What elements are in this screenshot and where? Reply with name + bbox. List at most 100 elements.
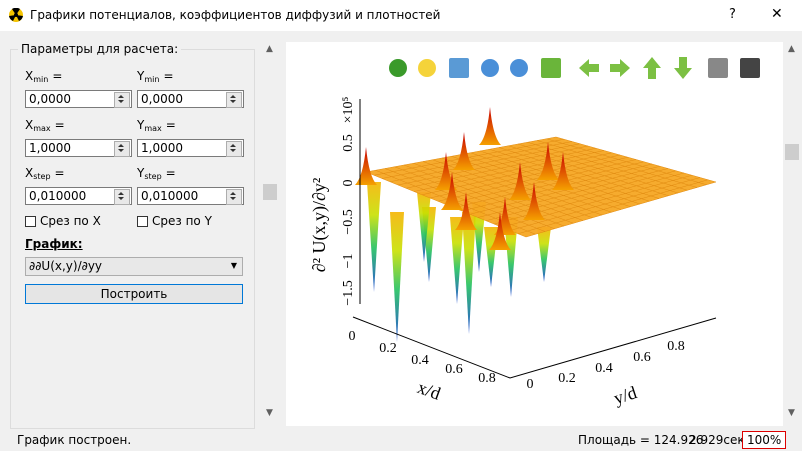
status-time: 2.929сек. — [689, 433, 749, 447]
surface-peak — [489, 212, 511, 250]
group-title: Параметры для расчета: — [18, 42, 182, 56]
scrollbar[interactable]: ▲ ▼ — [262, 42, 278, 426]
checkbox-label: Срез по Y — [152, 214, 212, 228]
label-symbol: Y — [137, 69, 145, 83]
spin-buttons[interactable] — [114, 141, 130, 157]
number-input[interactable]: 0,0000 — [137, 90, 244, 108]
spin-buttons[interactable] — [114, 189, 130, 205]
mesh-line — [489, 149, 650, 202]
input-value: 0,010000 — [141, 189, 199, 203]
number-input[interactable]: 1,0000 — [25, 139, 132, 157]
surface-peak — [455, 192, 477, 230]
axes — [352, 99, 717, 379]
field-label: Xstep = — [25, 166, 65, 181]
toolbar-icon — [708, 58, 728, 78]
mesh-line — [555, 136, 717, 183]
mesh-line — [485, 170, 677, 221]
plot: 0.5 0 −0.5 −1 −1.5 ×10⁵ ∂² U(x,y)/∂y² 0 0.2 0.4 0.… — [286, 42, 783, 426]
label-symbol: X — [25, 69, 34, 83]
surface-spike — [537, 227, 551, 282]
x-tick-label: 0 — [349, 329, 356, 344]
mesh-line — [509, 177, 701, 231]
surface-spike — [390, 212, 404, 342]
mesh-line — [498, 147, 660, 199]
toolbar-icon — [541, 58, 561, 78]
mesh-line — [508, 145, 669, 196]
field-label: Ymin = — [137, 69, 174, 84]
z-tick-label: −1 — [341, 254, 356, 269]
mesh-line — [536, 140, 698, 188]
toolbar-icon — [610, 59, 630, 77]
surface-peak — [453, 132, 475, 170]
label-subscript: step — [144, 172, 162, 181]
label-equals: = — [165, 118, 176, 132]
spin-buttons[interactable] — [226, 189, 242, 205]
surface-spike — [504, 217, 518, 297]
field-label: Ymax = — [137, 118, 176, 133]
field-label: Xmax = — [25, 118, 65, 133]
number-input[interactable]: 1,0000 — [137, 139, 244, 157]
mesh-line — [453, 161, 645, 208]
mesh-line — [445, 159, 637, 205]
x-tick-label: 0.8 — [478, 371, 496, 386]
z-multiplier: ×10⁵ — [341, 96, 356, 123]
checkbox[interactable]: Срез по X — [25, 214, 101, 228]
number-input[interactable]: 0,0000 — [25, 90, 132, 108]
label-equals: = — [165, 166, 176, 180]
toolbar-icon — [389, 59, 407, 77]
label-symbol: Y — [137, 166, 145, 180]
surface-spike — [462, 212, 476, 334]
toolbar-icon — [674, 57, 692, 79]
toolbar-icon — [579, 59, 599, 77]
spin-buttons[interactable] — [114, 92, 130, 108]
toolbar-icon — [481, 59, 499, 77]
label-equals: = — [163, 69, 174, 83]
input-value: 1,0000 — [141, 141, 183, 155]
help-button[interactable]: ? — [729, 7, 736, 22]
mesh-line — [546, 138, 707, 185]
spin-buttons[interactable] — [226, 92, 242, 108]
close-button[interactable]: ✕ — [771, 6, 783, 22]
field-label: Ystep = — [137, 166, 176, 181]
checkbox[interactable]: Срез по Y — [137, 214, 212, 228]
surface-peak — [523, 182, 545, 220]
label-symbol: Y — [137, 118, 145, 132]
spin-buttons[interactable] — [226, 141, 242, 157]
label-equals: = — [52, 69, 63, 83]
status-zoom: 100% — [742, 431, 787, 449]
surface-peak — [441, 172, 463, 210]
z-tick-label: −0.5 — [341, 209, 356, 234]
mesh-line — [527, 142, 688, 191]
z-tick-label: 0.5 — [341, 134, 356, 152]
y-tick-label: 0.4 — [595, 361, 613, 376]
select-text: ∂∂U(x,y)/∂yy — [29, 259, 103, 273]
z-tick-label: 0 — [341, 180, 356, 187]
mesh-line — [525, 181, 717, 238]
label-equals: = — [54, 118, 65, 132]
x-tick-label: 0.2 — [379, 341, 397, 356]
mesh-line — [469, 166, 661, 215]
number-input[interactable]: 0,010000 — [137, 187, 244, 205]
surface-spike — [417, 192, 431, 262]
z-tick-label: −1.5 — [341, 280, 356, 305]
label-subscript: max — [144, 124, 162, 133]
y-tick-label: 0 — [527, 377, 534, 392]
x-tick-label: 0.4 — [411, 353, 429, 368]
toolbar-icon — [418, 59, 436, 77]
app-icon — [9, 8, 23, 22]
scrollbar[interactable]: ▲ ▼ — [784, 42, 800, 426]
number-input[interactable]: 0,010000 — [25, 187, 132, 205]
input-value: 1,0000 — [29, 141, 71, 155]
y-tick-label: 0.6 — [633, 350, 651, 365]
x-tick-label: 0.6 — [445, 362, 463, 377]
checkbox-label: Срез по X — [40, 214, 101, 228]
toolbar — [389, 57, 760, 79]
label-subscript: min — [144, 75, 160, 84]
label-symbol: X — [25, 166, 34, 180]
graph-select[interactable]: ∂∂U(x,y)/∂yy ▼ — [25, 257, 243, 276]
build-button[interactable]: Построить — [25, 284, 243, 304]
surface-spike — [367, 182, 381, 292]
label-subscript: max — [33, 124, 51, 133]
input-value: 0,0000 — [141, 92, 183, 106]
